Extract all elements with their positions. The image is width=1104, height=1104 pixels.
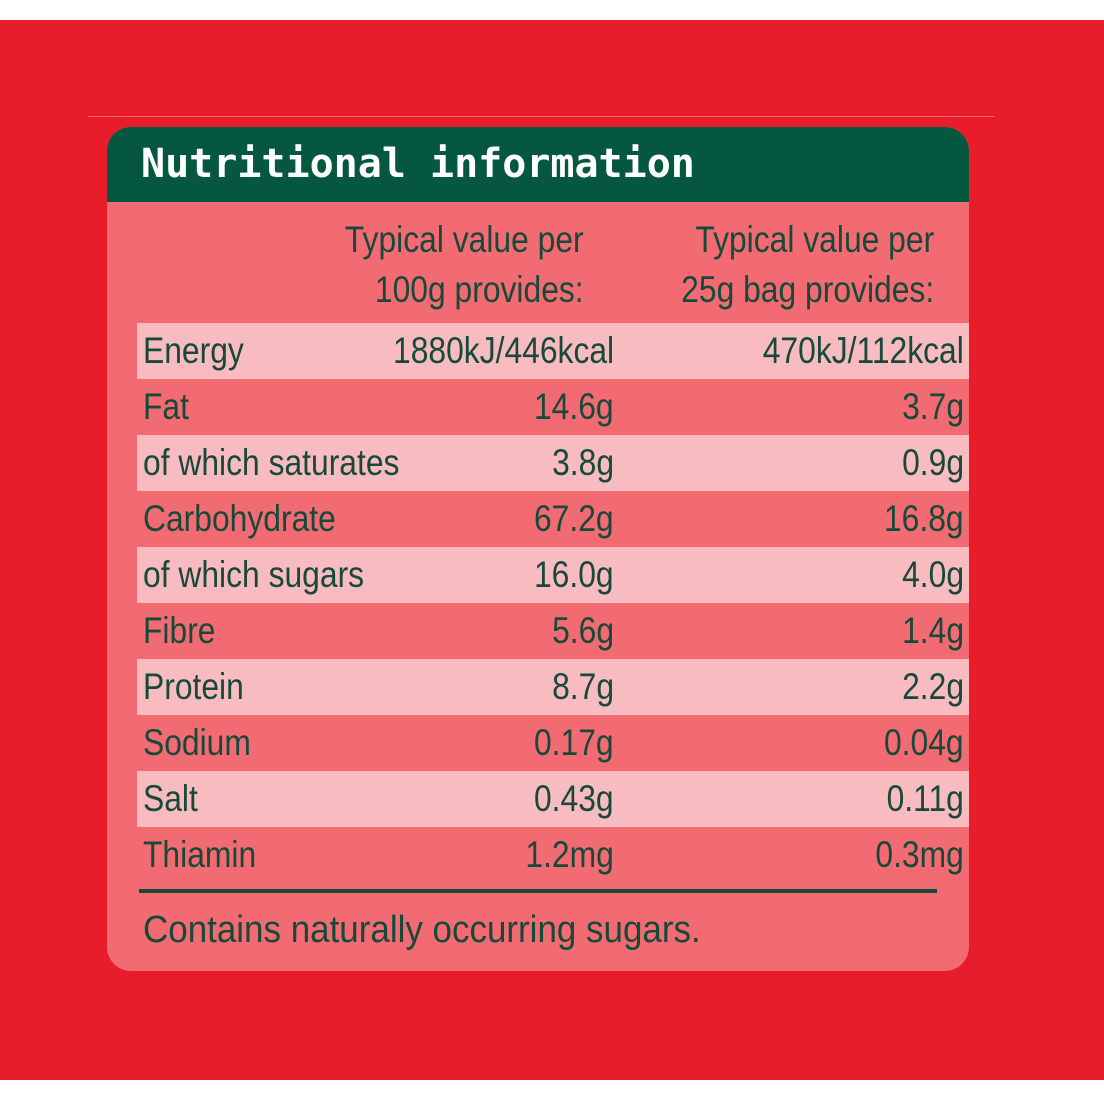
value-per-25g: 0.11g xyxy=(886,778,964,819)
table-bottom-rule xyxy=(139,889,937,893)
nutrient-label: Energy xyxy=(143,330,244,371)
table-row-energy: Energy 1880kJ/446kcal 470kJ/112kcal xyxy=(137,323,969,379)
divider-line xyxy=(88,116,994,117)
nutrient-label: Thiamin xyxy=(143,834,257,875)
column-header-per-25g: Typical value per 25g bag provides: xyxy=(681,215,934,315)
table-row-thiamin: Thiamin 1.2mg 0.3mg xyxy=(137,827,969,883)
value-per-100g: 1.2mg xyxy=(525,834,614,875)
nutrient-label: Sodium xyxy=(143,722,251,763)
value-per-25g: 0.04g xyxy=(884,722,964,763)
value-per-100g: 0.17g xyxy=(534,722,614,763)
column-header-per-25g-line2: 25g bag provides: xyxy=(681,269,934,310)
value-per-100g: 8.7g xyxy=(552,666,614,707)
value-per-100g: 1880kJ/446kcal xyxy=(392,330,614,371)
table-row-salt: Salt 0.43g 0.11g xyxy=(137,771,969,827)
footnote: Contains naturally occurring sugars. xyxy=(143,909,701,951)
value-per-100g: 3.8g xyxy=(552,442,614,483)
nutrient-label: Carbohydrate xyxy=(143,498,336,539)
value-per-25g: 16.8g xyxy=(884,498,964,539)
nutrient-label: of which saturates xyxy=(143,442,400,483)
value-per-25g: 0.9g xyxy=(902,442,964,483)
table-row-carbohydrate: Carbohydrate 67.2g 16.8g xyxy=(137,491,969,547)
column-header-per-100g-line1: Typical value per xyxy=(345,219,584,260)
table-row-fat: Fat 14.6g 3.7g xyxy=(137,379,969,435)
nutrient-label: Protein xyxy=(143,666,244,707)
title-bar: Nutritional information xyxy=(107,127,969,202)
value-per-25g: 4.0g xyxy=(902,554,964,595)
nutrition-panel: Nutritional information Typical value pe… xyxy=(107,127,969,971)
value-per-100g: 67.2g xyxy=(534,498,614,539)
value-per-100g: 16.0g xyxy=(534,554,614,595)
panel-title: Nutritional information xyxy=(141,141,695,187)
nutrient-label: Fibre xyxy=(143,610,216,651)
nutrient-label: of which sugars xyxy=(143,554,365,595)
value-per-25g: 1.4g xyxy=(902,610,964,651)
value-per-25g: 2.2g xyxy=(902,666,964,707)
table-row-sodium: Sodium 0.17g 0.04g xyxy=(137,715,969,771)
column-header-per-100g-line2: 100g provides: xyxy=(375,269,584,310)
column-header-per-25g-line1: Typical value per xyxy=(695,219,934,260)
table-row-protein: Protein 8.7g 2.2g xyxy=(137,659,969,715)
value-per-25g: 3.7g xyxy=(902,386,964,427)
value-per-100g: 0.43g xyxy=(534,778,614,819)
nutrient-label: Salt xyxy=(143,778,198,819)
table-row-fibre: Fibre 5.6g 1.4g xyxy=(137,603,969,659)
table-row-sugars: of which sugars 16.0g 4.0g xyxy=(137,547,969,603)
table-row-saturates: of which saturates 3.8g 0.9g xyxy=(137,435,969,491)
nutrient-label: Fat xyxy=(143,386,189,427)
column-header-per-100g: Typical value per 100g provides: xyxy=(345,215,584,315)
value-per-100g: 14.6g xyxy=(534,386,614,427)
value-per-25g: 0.3mg xyxy=(875,834,964,875)
value-per-25g: 470kJ/112kcal xyxy=(762,330,964,371)
value-per-100g: 5.6g xyxy=(552,610,614,651)
